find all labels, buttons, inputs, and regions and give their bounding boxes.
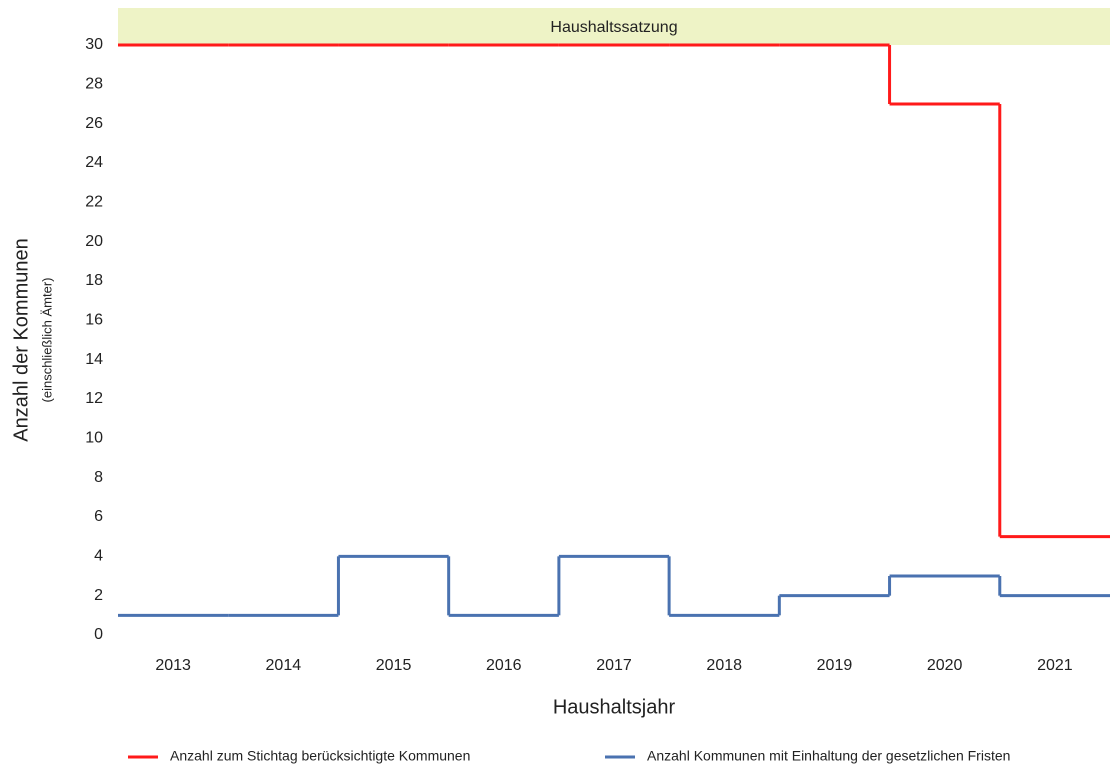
y-tick-label: 4 bbox=[94, 548, 103, 565]
y-tick-label: 6 bbox=[94, 508, 103, 525]
x-tick-label: 2019 bbox=[817, 657, 853, 674]
y-tick-label: 24 bbox=[85, 154, 103, 171]
y-tick-label: 14 bbox=[85, 351, 103, 368]
legend-label: Anzahl zum Stichtag berücksichtigte Komm… bbox=[170, 748, 470, 764]
y-tick-label: 2 bbox=[94, 587, 103, 604]
x-tick-label: 2013 bbox=[155, 657, 191, 674]
annotation: Haushaltssatzung bbox=[550, 19, 677, 36]
annotation-band bbox=[118, 8, 1110, 45]
y-tick-label: 8 bbox=[94, 469, 103, 486]
y-tick-label: 18 bbox=[85, 272, 103, 289]
legend-label: Anzahl Kommunen mit Einhaltung der geset… bbox=[647, 748, 1010, 764]
x-tick-label: 2016 bbox=[486, 657, 522, 674]
y-tick-label: 0 bbox=[94, 626, 103, 643]
y-tick-label: 26 bbox=[85, 115, 103, 132]
y-tick-label: 12 bbox=[85, 390, 103, 407]
x-tick-label: 2015 bbox=[376, 657, 412, 674]
y-tick-label: 20 bbox=[85, 233, 103, 250]
y-tick-label: 16 bbox=[85, 312, 103, 329]
x-tick-label: 2018 bbox=[706, 657, 742, 674]
y-axis-sublabel: (einschließlich Ämter) bbox=[39, 278, 54, 403]
x-tick-label: 2017 bbox=[596, 657, 632, 674]
x-tick-label: 2020 bbox=[927, 657, 963, 674]
x-tick-label: 2014 bbox=[266, 657, 302, 674]
y-tick-label: 30 bbox=[85, 36, 103, 53]
y-tick-label: 28 bbox=[85, 76, 103, 93]
x-axis-label: Haushaltsjahr bbox=[553, 696, 676, 718]
y-axis-label: Anzahl der Kommunen bbox=[10, 238, 32, 441]
y-tick-label: 10 bbox=[85, 430, 103, 447]
x-tick-label: 2021 bbox=[1037, 657, 1073, 674]
y-tick-label: 22 bbox=[85, 194, 103, 211]
